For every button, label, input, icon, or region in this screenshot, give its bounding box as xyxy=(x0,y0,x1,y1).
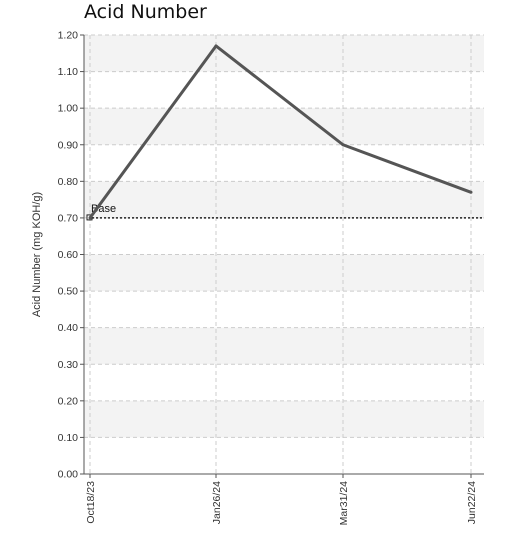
grid-band xyxy=(84,35,484,72)
y-tick-label: 0.20 xyxy=(58,395,79,407)
data-point xyxy=(341,143,345,147)
y-axis-title: Acid Number (mg KOH/g) xyxy=(31,192,43,317)
x-tick-label: Oct18/23 xyxy=(85,481,97,524)
grid-band xyxy=(84,181,484,218)
series-line xyxy=(88,44,472,219)
x-tick-label: Jun22/24 xyxy=(466,481,478,524)
y-tick-label: 0.40 xyxy=(58,322,79,334)
y-tick-label: 1.10 xyxy=(58,66,79,78)
data-point xyxy=(88,216,92,220)
chart-title: Acid Number xyxy=(84,1,207,23)
grid-band xyxy=(84,254,484,292)
x-tick-label: Jan26/24 xyxy=(211,481,223,524)
y-tick-label: 1.20 xyxy=(58,30,79,42)
grid-band xyxy=(84,400,484,438)
y-tick-label: 0.80 xyxy=(58,176,79,188)
data-point xyxy=(214,44,218,48)
y-tick-label: 0.60 xyxy=(58,249,79,261)
grid-band xyxy=(84,327,484,365)
y-tick-label: 0.50 xyxy=(58,286,79,298)
y-tick-label: 1.00 xyxy=(58,103,79,115)
y-tick-label: 0.10 xyxy=(58,432,79,444)
grid-band xyxy=(84,108,484,145)
y-tick-label: 0.30 xyxy=(58,359,79,371)
x-tick-label: Mar31/24 xyxy=(338,481,350,526)
y-tick-label: 0.00 xyxy=(58,469,79,481)
y-tick-label: 0.70 xyxy=(58,212,79,224)
y-tick-label: 0.90 xyxy=(58,139,79,151)
data-point xyxy=(469,190,473,194)
